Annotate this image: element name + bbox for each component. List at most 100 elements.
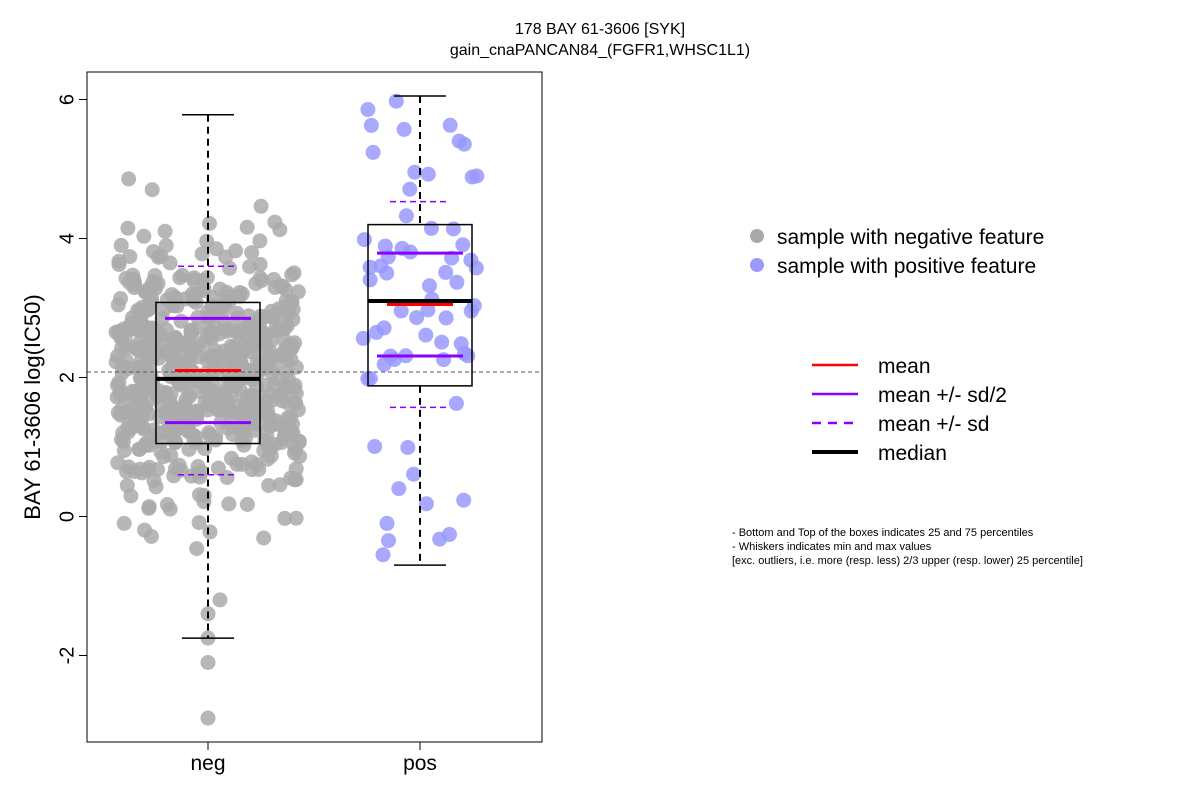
sample-point-neg (133, 370, 149, 386)
sample-point-neg (228, 354, 244, 370)
sample-point-neg (160, 390, 176, 406)
sample-point-pos (388, 93, 404, 109)
sample-point-neg (183, 405, 198, 420)
sample-point-neg (144, 182, 160, 198)
sample-point-pos (360, 102, 376, 117)
sample-point-neg (263, 441, 278, 457)
sample-point-neg (135, 420, 151, 436)
sample-point-neg (167, 435, 183, 451)
sample-point-pos (436, 352, 452, 368)
sample-point-neg (114, 401, 130, 417)
sample-point-neg (244, 454, 260, 470)
sample-point-pos (449, 274, 465, 290)
sample-point-neg (157, 405, 173, 421)
footnote-line: - Whiskers indicates min and max values (732, 541, 932, 553)
sample-point-neg (141, 500, 157, 516)
sample-point-neg (253, 198, 269, 214)
sample-point-pos (422, 278, 437, 294)
sample-point-neg (191, 515, 207, 531)
boxes-layer (87, 95, 542, 639)
sample-point-neg (276, 428, 292, 444)
sample-point-pos (423, 220, 439, 236)
sample-point-neg (120, 220, 136, 236)
sample-point-neg (199, 233, 215, 249)
x-tick-label: neg (190, 752, 225, 775)
x-tick-label: pos (403, 752, 437, 775)
sample-point-pos (438, 264, 454, 280)
sample-point-pos (456, 492, 472, 508)
sample-point-pos (409, 310, 425, 326)
sample-point-neg (225, 323, 241, 339)
sample-point-pos (456, 136, 472, 152)
sample-point-neg (133, 388, 149, 404)
sample-point-pos (457, 346, 472, 361)
sample-point-neg (272, 222, 288, 238)
sample-point-pos (396, 121, 412, 137)
sample-point-neg (287, 445, 302, 461)
sample-point-neg (280, 395, 296, 411)
sample-point-neg (143, 528, 159, 544)
legend-label: mean +/- sd (878, 413, 989, 436)
sample-point-neg (220, 420, 236, 436)
sample-point-neg (212, 281, 228, 297)
sample-point-pos (376, 320, 392, 336)
sample-point-neg (181, 442, 197, 457)
sample-point-neg (145, 244, 161, 260)
sample-point-neg (192, 469, 208, 485)
sample-point-neg (207, 343, 223, 358)
sample-point-neg (185, 427, 201, 443)
sample-point-neg (151, 426, 167, 442)
sample-point-neg (255, 328, 271, 344)
sample-point-neg (280, 371, 296, 386)
sample-point-pos (375, 547, 391, 563)
legend-label: mean +/- sd/2 (878, 384, 1007, 407)
sample-point-neg (125, 267, 141, 283)
sample-point-neg (176, 348, 192, 363)
sample-point-neg (172, 270, 188, 286)
sample-point-neg (219, 470, 235, 485)
sample-point-neg (237, 413, 253, 429)
legend-label: mean (878, 355, 931, 378)
sample-point-pos (356, 232, 372, 248)
sample-point-neg (249, 352, 265, 368)
sample-point-pos (362, 259, 378, 275)
sample-point-pos (362, 272, 378, 288)
sample-point-neg (157, 223, 173, 239)
sample-point-neg (186, 270, 202, 286)
sample-point-neg (167, 329, 183, 345)
legend-label: median (878, 442, 947, 465)
sample-point-pos (432, 531, 448, 547)
sample-point-pos (406, 466, 422, 482)
sample-point-pos (442, 117, 458, 133)
sample-point-neg (116, 515, 132, 531)
sample-point-neg (137, 319, 153, 335)
sample-point-neg (239, 497, 255, 512)
sample-point-neg (261, 478, 277, 493)
sample-point-neg (112, 386, 128, 402)
sample-point-neg (258, 377, 274, 393)
sample-point-neg (200, 318, 216, 334)
outlier-point-neg (200, 710, 216, 726)
sample-point-neg (208, 432, 223, 448)
sample-point-neg (146, 338, 162, 354)
sample-point-neg (285, 301, 301, 317)
sample-point-neg (268, 413, 284, 429)
footnote-line: [exc. outliers, i.e. more (resp. less) 2… (732, 555, 1083, 567)
sample-point-neg (242, 259, 258, 275)
sample-point-neg (163, 447, 179, 463)
legend-label: sample with positive feature (777, 255, 1036, 278)
sample-point-pos (400, 440, 416, 455)
sample-point-pos (402, 181, 418, 197)
y-tick-label: 2 (56, 372, 78, 383)
sample-point-pos (438, 310, 454, 326)
sample-point-pos (445, 221, 461, 237)
sample-point-pos (418, 327, 434, 343)
y-tick-label: -2 (56, 647, 78, 665)
sample-point-neg (277, 510, 293, 526)
sample-point-pos (379, 515, 395, 531)
sample-point-pos (418, 496, 434, 512)
footnotes: - Bottom and Top of the boxes indicates … (732, 527, 1083, 567)
legend: sample with negative feature sample with … (750, 226, 1044, 465)
